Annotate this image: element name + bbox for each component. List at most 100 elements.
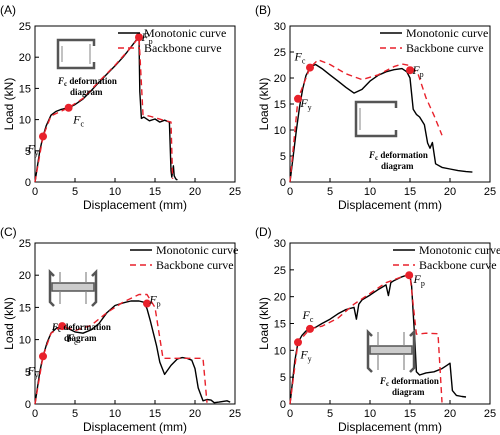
y-tick-label: 25 — [274, 47, 286, 59]
y-tick-label: 30 — [274, 21, 286, 33]
web-plate — [369, 345, 413, 355]
inset-caption-sub: c — [375, 154, 378, 162]
point-label-subscript: c — [302, 57, 306, 66]
legend-backbone-label: Backbone curve — [156, 258, 234, 272]
x-axis-title: Displacement (mm) — [83, 420, 187, 434]
x-tick-label: 25 — [229, 408, 241, 420]
point-label-subscript: c — [310, 315, 314, 324]
y-tick-label: 25 — [19, 21, 31, 33]
monotonic-curve-line — [34, 300, 231, 405]
inset-caption-rest: deformation — [67, 76, 117, 86]
y-tick-label: 20 — [274, 292, 286, 304]
point-label-fc: Fc — [294, 50, 306, 66]
x-axis-title: Displacement (mm) — [338, 198, 442, 212]
legend-monotonic-label: Monotonic curve — [144, 26, 226, 40]
x-tick-label: 5 — [327, 186, 333, 198]
inset-caption-line1: Fc deformation — [379, 376, 439, 388]
point-label-subscript: y — [308, 354, 312, 363]
y-tick-label: 10 — [19, 115, 31, 127]
y-tick-label: 15 — [274, 319, 286, 331]
inset-caption-line2: diagram — [70, 87, 103, 97]
y-tick-label: 15 — [19, 302, 31, 314]
y-tick-label: 5 — [280, 151, 286, 163]
inset-caption-line1: Fc deformation — [51, 322, 111, 334]
y-axis-title: Load (kN) — [2, 78, 16, 131]
monotonic-curve-line — [34, 36, 178, 183]
y-tick-label: 10 — [274, 125, 286, 137]
point-label-fy: Fy — [299, 347, 311, 363]
x-tick-label: 5 — [72, 186, 78, 198]
point-label-fy: Fy — [26, 141, 38, 157]
panel-label: (A) — [0, 3, 16, 17]
legend-monotonic-label: Monotonic curve — [156, 243, 238, 257]
point-marker-fc — [306, 63, 314, 72]
y-tick-label: 20 — [274, 73, 286, 85]
x-tick-label: 20 — [189, 408, 201, 420]
c-section-profile — [354, 100, 398, 138]
legend-backbone-label: Backbone curve — [144, 41, 222, 55]
x-tick-label: 20 — [444, 408, 456, 420]
inset-caption-line2: diagram — [64, 333, 97, 343]
point-label-fc: Fc — [72, 113, 84, 129]
y-tick-label: 15 — [274, 99, 286, 111]
panel-label: (B) — [255, 3, 271, 17]
point-marker-fy — [294, 94, 302, 103]
y-tick-label: 0 — [280, 177, 286, 189]
x-tick-label: 15 — [149, 186, 161, 198]
inset-caption-line2: diagram — [392, 387, 425, 397]
inset-caption-f: F — [379, 376, 386, 386]
x-tick-label: 0 — [32, 408, 38, 420]
inset-caption-sub: c — [64, 80, 67, 88]
point-label-subscript: p — [149, 37, 153, 46]
point-label-fp: Fp — [413, 272, 425, 288]
inset-caption-rest: deformation — [378, 150, 428, 160]
inset-caption-sub: c — [58, 326, 61, 334]
plot-frame — [34, 25, 236, 183]
x-tick-label: 0 — [32, 186, 38, 198]
x-axis-title: Displacement (mm) — [338, 420, 442, 434]
x-tick-label: 25 — [484, 408, 496, 420]
point-marker-fp — [405, 271, 414, 280]
point-marker-fp — [406, 66, 414, 75]
y-tick-label: 0 — [25, 399, 31, 411]
inset-caption-f: F — [368, 150, 375, 160]
point-marker-fy — [39, 132, 47, 141]
x-tick-label: 15 — [404, 408, 416, 420]
c-section-profile — [56, 38, 96, 70]
y-tick-label: 10 — [19, 335, 31, 347]
x-tick-label: 20 — [189, 186, 201, 198]
backbone-curve-line — [34, 293, 208, 405]
y-tick-label: 25 — [274, 265, 286, 277]
point-marker-fp — [135, 33, 143, 42]
x-axis-title: Displacement (mm) — [83, 198, 187, 212]
point-label-fy: Fy — [26, 363, 38, 379]
panel-label: (D) — [255, 225, 272, 239]
right-section — [91, 268, 98, 307]
point-label-subscript: p — [421, 279, 425, 288]
point-label-subscript: y — [35, 148, 39, 157]
y-tick-label: 0 — [280, 399, 286, 411]
inset-caption-rest: deformation — [61, 322, 111, 332]
right-section — [409, 328, 416, 373]
point-marker-fc — [58, 322, 67, 331]
point-label-subscript: p — [420, 70, 424, 79]
y-axis-title: Load (kN) — [257, 78, 271, 131]
point-marker-fc — [306, 324, 314, 333]
x-tick-label: 15 — [149, 408, 161, 420]
point-marker-fy — [294, 338, 302, 347]
x-tick-label: 10 — [109, 408, 121, 420]
x-tick-label: 5 — [327, 408, 333, 420]
point-label-subscript: y — [35, 370, 39, 379]
point-marker-fy — [39, 352, 47, 361]
x-tick-label: 25 — [484, 186, 496, 198]
y-tick-label: 20 — [19, 52, 31, 64]
legend-monotonic-label: Monotonic curve — [406, 26, 488, 40]
x-tick-label: 25 — [229, 186, 241, 198]
